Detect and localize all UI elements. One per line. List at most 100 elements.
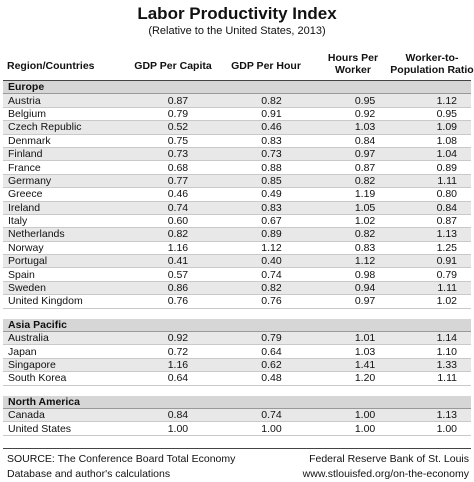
cell-gdp-per-capita: 0.82: [96, 227, 191, 242]
region-name: Europe: [3, 81, 471, 95]
header-worker-population-ratio: Worker-to- Population Ratio: [388, 52, 474, 76]
cell-gdp-per-hour: 0.46: [190, 120, 284, 135]
cell-worker-population-ratio: 1.10: [377, 344, 471, 359]
cell-country: Canada: [3, 408, 97, 423]
cell-gdp-per-hour: 0.73: [190, 147, 284, 162]
cell-worker-population-ratio: 1.12: [377, 93, 471, 108]
cell-gdp-per-capita: 0.41: [96, 254, 191, 269]
credit-note: Federal Reserve Bank of St. Louis www.st…: [303, 452, 469, 482]
cell-gdp-per-capita: 0.87: [96, 93, 191, 108]
table-row: United Kingdom 0.76 0.76 0.97 1.02: [3, 294, 471, 309]
cell-hours-per-worker: 1.41: [283, 358, 378, 373]
cell-hours-per-worker: 0.84: [283, 134, 378, 148]
cell-hours-per-worker: 1.05: [283, 201, 378, 215]
cell-gdp-per-capita: 1.16: [96, 241, 191, 256]
table-row: South Korea 0.64 0.48 1.20 1.11: [3, 371, 471, 386]
table-row: Belgium 0.79 0.91 0.92 0.95: [3, 107, 471, 122]
cell-country: Spain: [3, 267, 97, 282]
credit-line-1: Federal Reserve Bank of St. Louis: [309, 453, 469, 465]
cell-gdp-per-capita: 1.00: [96, 421, 191, 436]
table-row: Austria 0.87 0.82 0.95 1.12: [3, 93, 471, 108]
table-body: Europe Austria 0.87 0.82 0.95 1.12 Belgium 0.79…: [3, 81, 471, 436]
cell-worker-population-ratio: 0.95: [377, 107, 471, 122]
cell-worker-population-ratio: 0.87: [377, 214, 471, 229]
cell-worker-population-ratio: 0.91: [377, 254, 471, 269]
credit-line-2: www.stlouisfed.org/on-the-economy: [302, 468, 469, 480]
cell-country: Netherlands: [3, 227, 97, 242]
region-name: North America: [3, 395, 471, 409]
page-title: Labor Productivity Index: [137, 4, 337, 23]
cell-gdp-per-hour: 0.76: [190, 294, 284, 309]
region-name: Asia Pacific: [3, 318, 471, 333]
cell-hours-per-worker: 0.87: [283, 160, 378, 175]
cell-hours-per-worker: 0.98: [283, 267, 378, 282]
region-spacer: [3, 385, 471, 396]
cell-gdp-per-capita: 0.75: [96, 134, 191, 148]
table-row: Czech Republic 0.52 0.46 1.03 1.09: [3, 120, 471, 135]
header-region: Region/Countries: [7, 60, 95, 72]
cell-gdp-per-hour: 0.83: [190, 134, 284, 148]
cell-country: Ireland: [3, 201, 97, 215]
table-row: Japan 0.72 0.64 1.03 1.10: [3, 344, 471, 359]
header-hours-per-worker: Hours Per Worker: [313, 52, 393, 76]
cell-hours-per-worker: 1.01: [283, 331, 378, 346]
cell-country: Australia: [3, 331, 97, 346]
cell-worker-population-ratio: 1.33: [377, 358, 471, 373]
cell-worker-population-ratio: 1.11: [377, 371, 471, 386]
cell-hours-per-worker: 1.19: [283, 187, 378, 202]
cell-worker-population-ratio: 0.80: [377, 187, 471, 202]
cell-worker-population-ratio: 1.02: [377, 294, 471, 309]
cell-gdp-per-hour: 0.88: [190, 160, 284, 175]
cell-gdp-per-hour: 1.12: [190, 241, 284, 256]
cell-worker-population-ratio: 0.84: [377, 201, 471, 215]
table-row: Denmark 0.75 0.83 0.84 1.08: [3, 134, 471, 148]
cell-gdp-per-capita: 0.72: [96, 344, 191, 359]
cell-hours-per-worker: 1.03: [283, 344, 378, 359]
cell-gdp-per-capita: 1.16: [96, 358, 191, 373]
cell-gdp-per-capita: 0.77: [96, 174, 191, 189]
cell-hours-per-worker: 0.92: [283, 107, 378, 122]
cell-gdp-per-hour: 0.74: [190, 267, 284, 282]
data-table: Europe Austria 0.87 0.82 0.95 1.12 Belgium 0.79…: [3, 81, 471, 436]
header-hours-line1: Hours Per: [327, 52, 379, 64]
cell-gdp-per-hour: 0.48: [190, 371, 284, 386]
cell-worker-population-ratio: 1.11: [377, 174, 471, 189]
cell-country: Singapore: [3, 358, 97, 373]
table-row: United States 1.00 1.00 1.00 1.00: [3, 421, 471, 436]
cell-country: Norway: [3, 241, 97, 256]
cell-gdp-per-hour: 0.67: [190, 214, 284, 229]
table-row: Finland 0.73 0.73 0.97 1.04: [3, 147, 471, 162]
spacer-cell: [3, 385, 471, 396]
cell-gdp-per-capita: 0.76: [96, 294, 191, 309]
cell-worker-population-ratio: 0.79: [377, 267, 471, 282]
cell-country: South Korea: [3, 371, 97, 386]
header-ratio-line1: Worker-to-: [405, 52, 459, 64]
cell-gdp-per-capita: 0.92: [96, 331, 191, 346]
cell-worker-population-ratio: 1.04: [377, 147, 471, 162]
cell-worker-population-ratio: 1.13: [377, 408, 471, 423]
cell-gdp-per-hour: 0.91: [190, 107, 284, 122]
cell-gdp-per-capita: 0.74: [96, 201, 191, 215]
source-line-2: Database and author's calculations: [7, 468, 171, 480]
table-row: Ireland 0.74 0.83 1.05 0.84: [3, 201, 471, 215]
cell-gdp-per-capita: 0.60: [96, 214, 191, 229]
table-row: Sweden 0.86 0.82 0.94 1.11: [3, 281, 471, 296]
cell-gdp-per-capita: 0.52: [96, 120, 191, 135]
cell-country: Czech Republic: [3, 120, 97, 135]
cell-hours-per-worker: 0.82: [283, 174, 378, 189]
cell-gdp-per-hour: 0.79: [190, 331, 284, 346]
cell-gdp-per-hour: 0.89: [190, 227, 284, 242]
region-header-row: Asia Pacific: [3, 318, 471, 333]
header-gdp-per-hour: GDP Per Hour: [231, 60, 301, 72]
cell-worker-population-ratio: 1.08: [377, 134, 471, 148]
cell-gdp-per-hour: 0.64: [190, 344, 284, 359]
table-row: Portugal 0.41 0.40 1.12 0.91: [3, 254, 471, 269]
table-row: Germany 0.77 0.85 0.82 1.11: [3, 174, 471, 189]
cell-worker-population-ratio: 1.11: [377, 281, 471, 296]
cell-country: Sweden: [3, 281, 97, 296]
cell-hours-per-worker: 0.94: [283, 281, 378, 296]
cell-country: France: [3, 160, 97, 175]
cell-gdp-per-hour: 0.74: [190, 408, 284, 423]
source-note: SOURCE: The Conference Board Total Econo…: [7, 452, 235, 482]
page-subtitle: (Relative to the United States, 2013): [148, 25, 326, 37]
